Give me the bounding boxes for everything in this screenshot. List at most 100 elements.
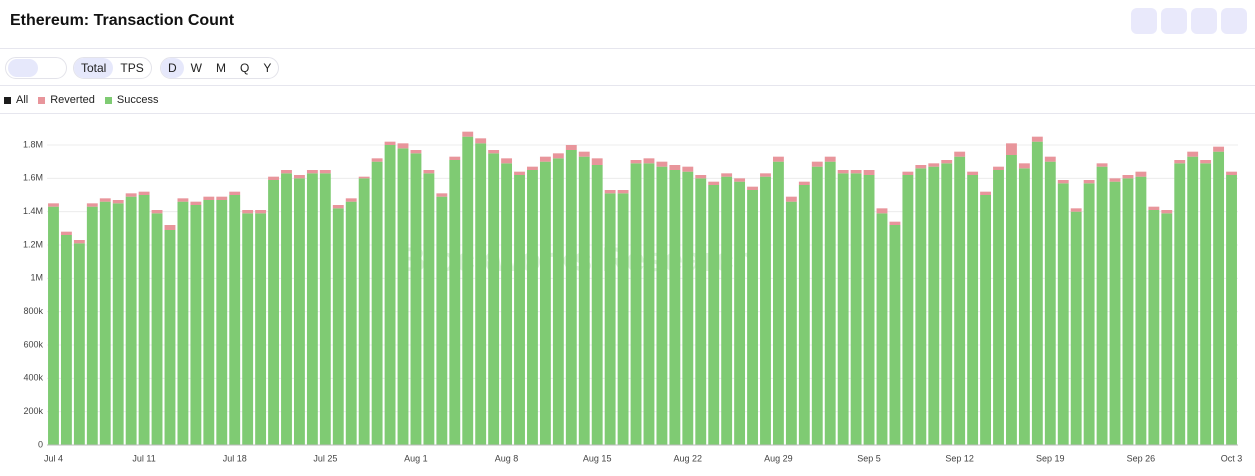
bar-segment [216,196,228,200]
bar-segment [514,171,525,175]
bar-segment [954,156,966,445]
legend-swatch [38,96,46,104]
bar-segment [617,193,629,445]
y-tick-label: 0 [38,439,43,449]
period-option[interactable]: Q [240,61,250,75]
bar-segment [1057,183,1069,445]
bar-segment [203,196,215,200]
period-option[interactable]: M [216,61,226,75]
camera-button[interactable] [1161,8,1187,34]
legend-swatch [4,96,11,104]
bar-segment [863,175,875,445]
bar-segment [436,193,448,197]
bar-segment [1083,183,1095,445]
bar-segment [643,158,655,164]
bar-segment [216,200,228,445]
bar-segment [1057,180,1069,184]
bar-segment [682,166,694,172]
bar-segment [177,201,189,445]
bar-segment [268,180,279,445]
y-tick-label: 200k [23,406,43,416]
legend-item[interactable]: All [4,94,34,106]
bar-segment [902,175,914,445]
bar-segment [1200,160,1212,164]
chart-type-group [5,57,67,79]
link-button[interactable] [1131,8,1157,34]
bar-segment [565,145,577,150]
bar-toggle[interactable] [8,59,38,77]
bar-segment [371,158,383,162]
percent-toggle[interactable] [38,59,62,77]
bar-segment [578,156,590,445]
bar-segment [915,165,927,169]
bar-segment [850,170,862,174]
legend-label: Success [116,94,159,106]
y-tick-label: 400k [23,373,43,383]
bar-segment [125,193,137,197]
toolbar: Total TPS D W M Q Y [0,49,1255,86]
bar-segment [993,170,1004,445]
bar-segment [1187,156,1199,445]
period-option[interactable]: D [161,58,184,78]
bar-segment [954,151,966,157]
bar-segment [268,176,279,180]
period-group: D W M Q Y [160,57,280,79]
bar-segment [1070,211,1082,445]
bar-segment [1122,175,1134,179]
period-option[interactable]: W [190,61,202,75]
bar-segment [1018,168,1030,446]
bar-segment [578,151,590,157]
bar-segment [604,193,616,445]
bar-segment [514,175,525,445]
bar-segment [1148,206,1160,210]
bar-segment [1200,163,1212,446]
bar-segment [902,171,914,175]
bar-segment [358,176,370,179]
bar-segment [345,201,357,445]
bar-segment [760,176,771,445]
x-tick-label: Jul 18 [223,453,247,463]
bar-segment [617,190,629,194]
bar-segment [876,208,888,214]
bar-segment [863,170,875,175]
bar-segment [1006,155,1017,445]
bar-segment [164,225,176,230]
bar-segment [785,201,797,445]
bar-segment [1174,160,1186,164]
expand-button[interactable] [1221,8,1247,34]
bar-segment [319,173,331,446]
measure-option[interactable]: TPS [120,61,144,75]
bar-segment [656,161,668,167]
bar-segment [980,195,991,445]
bar-segment [60,235,72,445]
measure-option[interactable]: Total [74,58,114,78]
bar-segment [384,145,396,445]
period-option[interactable]: Y [263,61,272,75]
x-tick-label: Aug 8 [495,453,519,463]
bar-segment [255,213,267,445]
bar-segment [928,166,940,445]
bar-segment [837,173,849,446]
y-tick-label: 1.6M [23,173,43,183]
bar-segment [449,160,461,445]
bar-segment [811,166,823,445]
bar-segment [125,196,137,445]
legend-item[interactable]: Reverted [38,94,101,106]
legend-label: All [16,94,29,106]
legend-item[interactable]: Success [104,94,165,106]
bar-segment [941,160,953,164]
bar-segment [552,158,564,446]
bar-segment [397,148,409,446]
bar-segment [229,191,241,195]
bar-segment [151,213,163,445]
bar-segment [708,181,720,185]
y-tick-label: 600k [23,339,43,349]
export-button[interactable] [1191,8,1217,34]
bar-segment [449,156,461,160]
bar-segment [306,173,318,446]
bar-segment [332,205,344,209]
x-tick-label: Jul 4 [44,453,63,463]
bar-segment [48,206,59,445]
bar-segment [462,131,474,137]
